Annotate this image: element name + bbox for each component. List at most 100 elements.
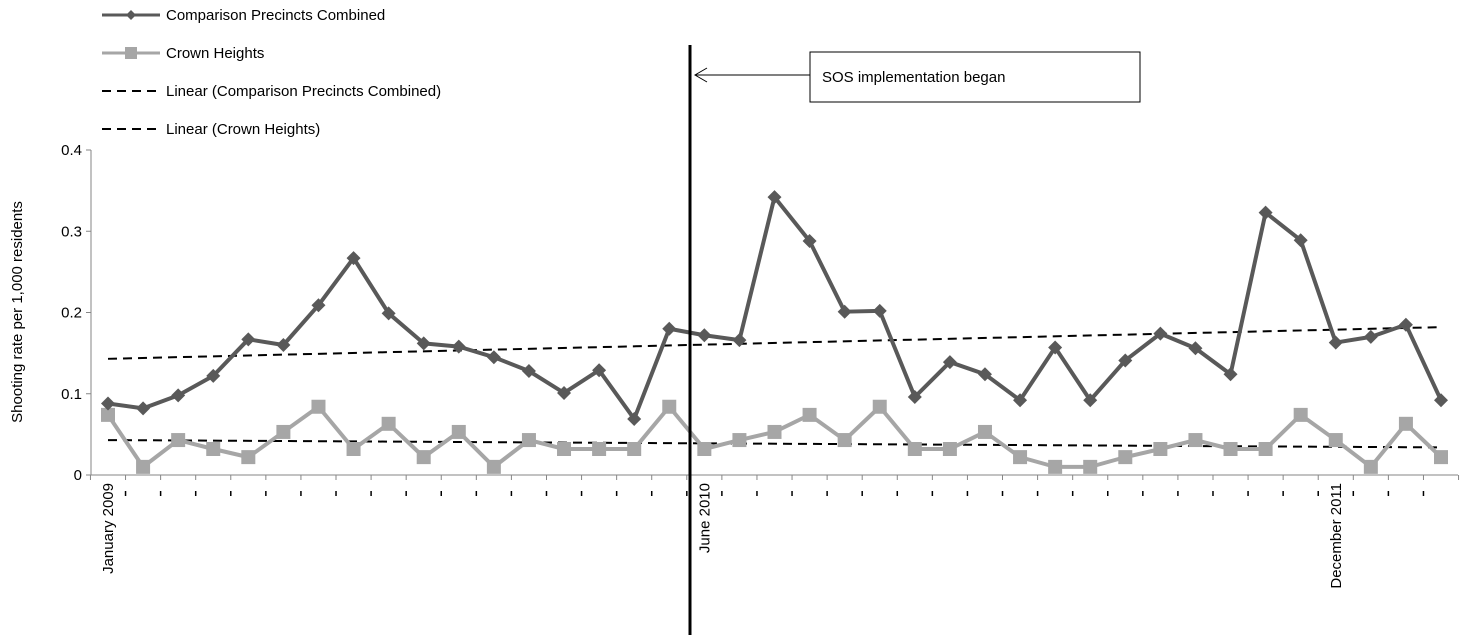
- y-axis-label: Shooting rate per 1,000 residents: [9, 201, 26, 423]
- data-point-comparison: [1153, 326, 1168, 341]
- sos-annotation: SOS implementation began: [688, 45, 1141, 635]
- y-tick-label: 0.1: [61, 386, 82, 403]
- data-point-comparison: [802, 234, 817, 248]
- data-point-crown-heights: [136, 459, 151, 474]
- legend-label-linear-crown-heights: Linear (Crown Heights): [166, 121, 320, 138]
- data-point-comparison: [206, 368, 221, 383]
- data-point-crown-heights: [1293, 407, 1308, 422]
- data-point-comparison: [1083, 393, 1098, 408]
- data-point-crown-heights: [311, 399, 326, 414]
- data-point-comparison: [1363, 329, 1378, 344]
- data-point-comparison: [1258, 205, 1273, 220]
- data-point-comparison: [1398, 317, 1413, 332]
- data-point-crown-heights: [241, 450, 256, 465]
- data-point-crown-heights: [942, 442, 957, 456]
- data-point-comparison: [1188, 341, 1203, 356]
- data-point-comparison: [697, 328, 712, 343]
- data-point-crown-heights: [732, 433, 747, 448]
- data-point-crown-heights: [557, 442, 572, 456]
- data-point-crown-heights: [486, 459, 501, 474]
- data-point-crown-heights: [767, 424, 782, 439]
- data-point-comparison: [1223, 367, 1238, 382]
- data-point-comparison: [486, 350, 501, 365]
- legend-entry-crown-heights: Crown Heights: [102, 45, 264, 62]
- data-point-crown-heights: [1363, 459, 1378, 474]
- data-point-comparison: [171, 388, 186, 403]
- data-point-comparison: [662, 321, 677, 336]
- trendline-comparison: [107, 326, 1442, 360]
- x-tick-label: December 2011: [1328, 483, 1345, 589]
- data-point-crown-heights: [1048, 459, 1063, 474]
- trendline-crown-heights: [107, 439, 1442, 449]
- annotation-arrow-head: [694, 67, 708, 83]
- y-tick-label: 0.3: [61, 223, 82, 240]
- data-point-comparison: [346, 251, 361, 266]
- y-tick-label: 0.2: [61, 305, 82, 322]
- data-point-comparison: [1118, 353, 1133, 368]
- data-point-crown-heights: [451, 424, 466, 439]
- data-point-crown-heights: [907, 442, 922, 456]
- data-point-crown-heights: [802, 407, 817, 422]
- data-point-comparison: [942, 355, 957, 370]
- data-point-crown-heights: [1223, 442, 1238, 456]
- data-point-crown-heights: [1013, 450, 1028, 465]
- data-point-comparison: [977, 367, 992, 382]
- data-point-comparison: [521, 364, 536, 378]
- data-point-crown-heights: [1083, 459, 1098, 474]
- data-point-crown-heights: [1153, 442, 1168, 456]
- data-point-crown-heights: [416, 450, 431, 465]
- annotation-box: [809, 51, 1141, 103]
- data-point-crown-heights: [1398, 416, 1413, 431]
- legend-marker-square: [125, 47, 137, 59]
- data-point-comparison: [837, 304, 852, 319]
- legend-label-comparison: Comparison Precincts Combined: [166, 7, 385, 24]
- data-point-crown-heights: [1258, 442, 1273, 456]
- y-tick-label: 0: [74, 467, 82, 484]
- y-ticks: 0 0.1 0.2 0.3 0.4: [61, 142, 91, 484]
- data-point-comparison: [1328, 335, 1343, 350]
- data-point-crown-heights: [1188, 433, 1203, 448]
- data-point-crown-heights: [276, 424, 291, 439]
- data-point-crown-heights: [206, 442, 221, 456]
- legend-entry-linear-comparison: Linear (Comparison Precincts Combined): [102, 83, 441, 100]
- data-point-comparison: [627, 411, 642, 426]
- y-tick-label: 0.4: [61, 142, 82, 159]
- data-point-comparison: [276, 338, 291, 352]
- data-point-comparison: [1013, 393, 1028, 408]
- legend-label-linear-comparison: Linear (Comparison Precincts Combined): [166, 83, 441, 100]
- data-point-comparison: [872, 303, 887, 318]
- data-point-comparison: [101, 396, 115, 411]
- x-tick-label: January 2009: [100, 483, 117, 574]
- data-point-comparison: [557, 385, 572, 400]
- data-point-crown-heights: [171, 433, 186, 448]
- annotation-text: SOS implementation began: [822, 69, 1005, 86]
- data-point-comparison: [767, 190, 782, 205]
- legend-entry-comparison: Comparison Precincts Combined: [102, 7, 385, 24]
- data-point-comparison: [1293, 233, 1308, 248]
- data-point-crown-heights: [592, 442, 607, 456]
- series: [101, 190, 1448, 474]
- data-point-crown-heights: [697, 442, 712, 456]
- data-point-crown-heights: [627, 442, 642, 456]
- data-point-crown-heights: [381, 416, 396, 431]
- data-point-crown-heights: [1118, 450, 1133, 465]
- data-point-crown-heights: [872, 399, 887, 414]
- legend-label-crown-heights: Crown Heights: [166, 45, 264, 62]
- x-tick-label: June 2010: [696, 483, 713, 553]
- data-point-crown-heights: [662, 399, 677, 414]
- data-point-comparison: [451, 339, 466, 354]
- data-point-crown-heights: [837, 433, 852, 448]
- series-line-comparison: [107, 195, 1443, 421]
- data-point-comparison: [1434, 393, 1448, 408]
- x-ticks: January 2009 June 2010 December 2011: [89, 475, 1460, 589]
- data-point-comparison: [1048, 340, 1063, 355]
- data-point-comparison: [732, 333, 747, 348]
- data-point-crown-heights: [346, 442, 361, 456]
- data-point-comparison: [416, 336, 431, 351]
- data-point-crown-heights: [1434, 450, 1448, 465]
- data-point-comparison: [592, 363, 607, 378]
- data-point-crown-heights: [1328, 433, 1343, 448]
- legend: Comparison Precincts Combined Crown Heig…: [102, 7, 441, 138]
- data-point-comparison: [907, 390, 922, 404]
